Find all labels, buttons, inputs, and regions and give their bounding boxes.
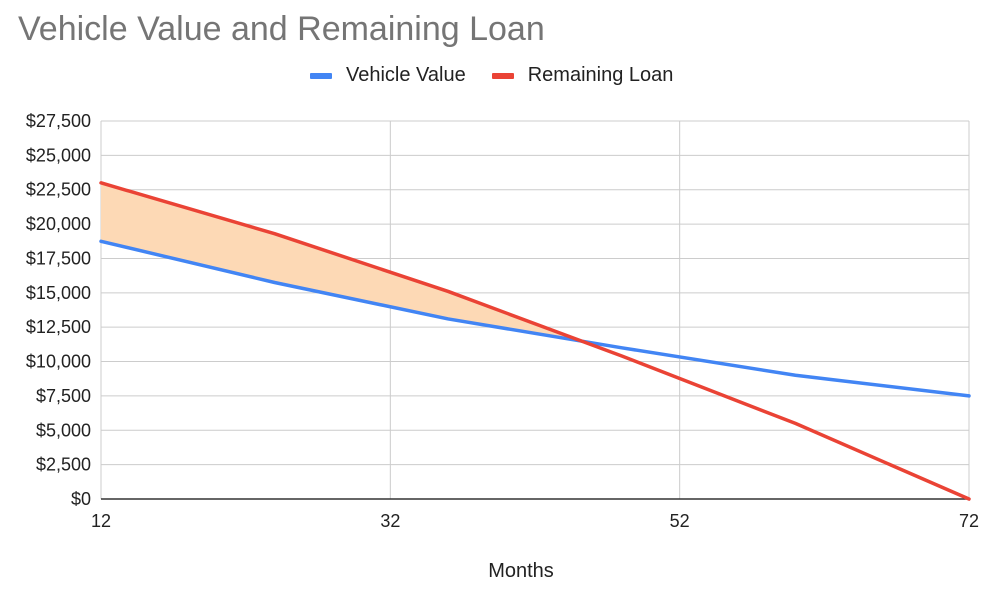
y-tick-label: $0	[71, 489, 91, 509]
y-tick-label: $15,000	[26, 283, 91, 303]
y-tick-label: $5,000	[36, 420, 91, 440]
y-tick-label: $7,500	[36, 386, 91, 406]
legend-label-vehicle-value: Vehicle Value	[346, 64, 466, 86]
y-tick-label: $20,000	[26, 214, 91, 234]
legend-item-vehicle-value: Vehicle Value	[310, 64, 466, 87]
legend-label-remaining-loan: Remaining Loan	[527, 64, 674, 86]
y-tick-label: $22,500	[26, 180, 91, 200]
series-line-vehicle-value	[99, 239, 971, 398]
y-tick-label: $27,500	[26, 111, 91, 131]
x-tick-label: 52	[670, 511, 690, 531]
series-line-remaining-loan	[99, 181, 971, 501]
shaded-area	[101, 182, 601, 348]
legend: Vehicle Value Remaining Loan	[310, 64, 673, 87]
x-tick-label: 32	[380, 511, 400, 531]
legend-swatch-remaining-loan	[491, 72, 514, 79]
legend-item-remaining-loan: Remaining Loan	[491, 64, 674, 87]
x-tick-label: 12	[91, 511, 111, 531]
y-tick-label: $25,000	[26, 145, 91, 165]
y-tick-label: $17,500	[26, 248, 91, 268]
y-tick-label: $2,500	[36, 455, 91, 475]
y-tick-label: $12,500	[26, 317, 91, 337]
legend-swatch-vehicle-value	[310, 72, 332, 79]
x-axis-title: Months	[488, 560, 554, 582]
y-tick-label: $10,000	[26, 352, 91, 372]
x-tick-label: 72	[959, 511, 979, 531]
chart-title: Vehicle Value and Remaining Loan	[18, 10, 545, 48]
